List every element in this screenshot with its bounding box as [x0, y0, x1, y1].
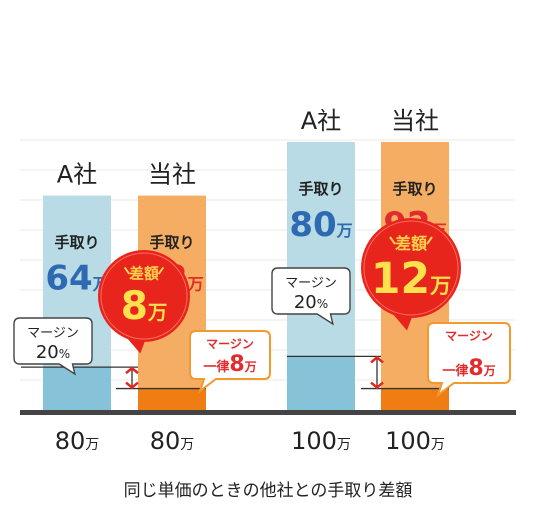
- take-home-number: 64: [45, 259, 92, 299]
- price-number: 80: [150, 427, 181, 455]
- our-margin-number: 8: [229, 352, 244, 377]
- difference-arrow-down-icon: [370, 381, 384, 390]
- price-label: 100万: [385, 427, 445, 455]
- sparkle-line: [389, 236, 396, 245]
- competitor-margin-rate: 20%: [294, 292, 328, 313]
- difference-burst: 差額 12万: [361, 218, 461, 331]
- difference-unit: 万: [147, 301, 167, 324]
- bar-margin: [43, 367, 111, 410]
- difference-burst-ring: [100, 252, 188, 340]
- our-margin-flat: 一律8万: [442, 356, 495, 381]
- price-unit: 万: [337, 437, 351, 453]
- competitor-margin-number: 20: [294, 292, 317, 313]
- competitor-margin-title: マージン: [285, 276, 337, 291]
- competitor-margin-bubble-shape: [13, 317, 93, 376]
- take-home-label: 手取り: [392, 180, 437, 198]
- take-home-label: 手取り: [298, 180, 343, 198]
- take-home-value: 80万: [289, 205, 352, 245]
- sparkle-line: [123, 266, 131, 275]
- difference-label: 差額: [129, 265, 159, 283]
- our-margin-bubble-shape: [189, 330, 271, 394]
- difference-value: 8万: [121, 284, 168, 329]
- sparkle-line: [157, 266, 165, 275]
- competitor-margin-bubble-shape: [271, 267, 351, 326]
- our-margin-unit: 万: [483, 364, 496, 378]
- price-number: 80: [55, 427, 86, 455]
- difference-number: 8: [121, 284, 148, 329]
- company-label: 当社: [148, 161, 196, 189]
- take-home-unit: 万: [336, 221, 353, 240]
- difference-burst-circle: [361, 218, 461, 318]
- difference-arrow-up-icon: [125, 366, 139, 375]
- difference-burst-ring: [363, 220, 459, 316]
- our-margin-prefix: 一律: [203, 359, 229, 375]
- difference-value: 12万: [371, 255, 451, 304]
- our-margin-bubble-shape: [427, 322, 511, 398]
- bar-margin: [287, 356, 355, 410]
- our-margin-flat: 一律8万: [203, 352, 256, 377]
- company-label: A社: [301, 107, 341, 135]
- difference-burst-circle: [98, 250, 190, 342]
- baseline: [20, 410, 516, 415]
- price-number: 100: [385, 427, 431, 455]
- difference-arrow-up-icon: [370, 355, 384, 364]
- company-label: A社: [57, 161, 97, 189]
- bar-margin: [381, 388, 449, 410]
- price-label: 80万: [55, 427, 100, 455]
- chart-caption: 同じ単価のときの他社との手取り差額: [124, 481, 413, 501]
- difference-arrow-down-icon: [125, 381, 139, 390]
- our-margin-unit: 万: [244, 360, 257, 374]
- take-home-unit: 万: [187, 275, 204, 294]
- sparkle-line: [426, 236, 433, 245]
- price-unit: 万: [85, 437, 99, 453]
- our-margin-title: マージン: [206, 337, 254, 351]
- take-home-label: 手取り: [54, 234, 99, 252]
- take-home-number: 80: [289, 205, 336, 245]
- difference-unit: 万: [429, 274, 451, 298]
- company-label: 当社: [391, 107, 439, 135]
- our-margin-title: マージン: [445, 329, 493, 343]
- our-margin-number: 8: [468, 356, 483, 381]
- competitor-margin-unit: %: [59, 347, 70, 361]
- price-number: 100: [291, 427, 337, 455]
- difference-label: 差額: [395, 234, 427, 253]
- sparkle-icon: [389, 236, 433, 245]
- competitor-margin-title: マージン: [27, 326, 79, 341]
- price-label: 100万: [291, 427, 351, 455]
- price-unit: 万: [180, 437, 194, 453]
- price-label: 80万: [150, 427, 195, 455]
- bar-take-home: [287, 142, 355, 357]
- our-margin-prefix: 一律: [442, 363, 468, 379]
- sparkle-icon: [123, 266, 165, 275]
- take-home-label: 手取り: [149, 234, 194, 252]
- price-unit: 万: [431, 437, 445, 453]
- competitor-margin-number: 20: [36, 342, 59, 363]
- difference-number: 12: [371, 255, 430, 304]
- bar-margin: [138, 388, 206, 410]
- competitor-margin-unit: %: [317, 297, 328, 311]
- competitor-margin-rate: 20%: [36, 342, 70, 363]
